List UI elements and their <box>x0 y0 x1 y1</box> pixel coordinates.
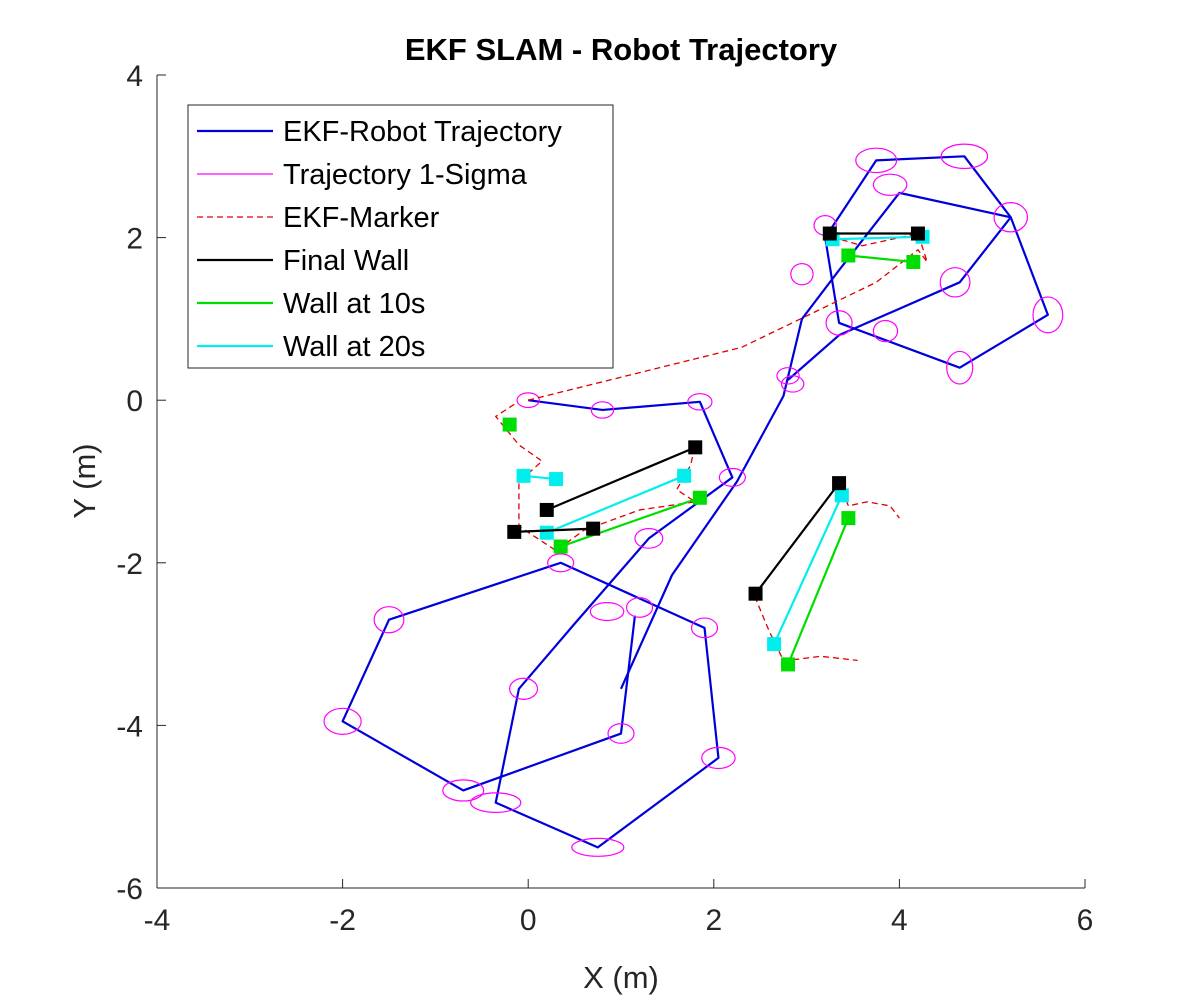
trajectory-1-sigma-ellipse <box>701 746 736 770</box>
chart-title: EKF SLAM - Robot Trajectory <box>405 32 838 67</box>
x-tick-label: -2 <box>329 904 356 937</box>
trajectory-1-sigma-ellipse <box>780 375 805 393</box>
final-wall-segment <box>754 482 840 595</box>
trajectory-1-sigma-ellipse <box>547 553 575 573</box>
final-wall-segment <box>546 446 696 511</box>
axes <box>156 75 1085 889</box>
wall-at-10s-endpoint-marker <box>781 657 796 672</box>
y-tick-label: 0 <box>126 385 143 418</box>
trajectory-1-sigma-ellipse <box>571 837 625 857</box>
trajectory-1-sigma-ellipse <box>516 392 540 409</box>
wall-at-10s-endpoint-marker <box>841 511 856 526</box>
wall-at-20s-segment <box>832 235 923 241</box>
wall-at-10s-endpoint-marker <box>906 254 921 269</box>
wall-at-10s-segment <box>787 517 850 665</box>
trajectory-1-sigma-ellipse <box>509 677 539 700</box>
trajectory-1-sigma-ellipse <box>776 367 800 385</box>
trajectory-1-sigma-ellipse <box>993 202 1029 233</box>
final-wall-endpoint-marker <box>748 586 763 601</box>
trajectory-1-sigma-ellipse <box>634 528 664 549</box>
ekf-marker-line <box>838 481 900 519</box>
final-wall-endpoint-marker <box>507 524 522 539</box>
final-wall-endpoint-marker <box>688 440 703 455</box>
trajectory-1-sigma-ellipse <box>607 723 635 744</box>
wall-at-10s-segment <box>848 254 914 264</box>
final-wall-endpoint-marker <box>539 502 554 517</box>
trajectory-1-sigma-ellipse <box>855 147 898 174</box>
wall-at-20s-endpoint-marker <box>539 525 554 540</box>
y-tick-label: -2 <box>116 548 143 581</box>
final-wall-endpoint-marker <box>832 476 847 491</box>
legend-label-ekf-marker: EKF-Marker <box>283 202 440 234</box>
trajectory-1-sigma-ellipse <box>470 792 522 813</box>
y-tick-label: 2 <box>126 223 143 256</box>
trajectory-1-sigma-ellipse <box>946 350 974 385</box>
legend-label-trajectory-1-sigma: Trajectory 1-Sigma <box>283 159 528 191</box>
trajectory-1-sigma-ellipse <box>589 602 625 622</box>
final-wall-endpoint-marker <box>586 521 601 536</box>
trajectory-1-sigma-ellipse <box>1032 296 1064 334</box>
trajectory-1-sigma-ellipse <box>323 707 362 735</box>
legend-box <box>187 104 614 369</box>
trajectory-1-sigma-ellipse <box>373 606 405 634</box>
trajectory-1-sigma-ellipse <box>872 173 908 196</box>
y-tick-label: -4 <box>116 710 143 743</box>
wall-at-20s-endpoint-marker <box>516 468 531 483</box>
ekf-robot-trajectory-line <box>619 155 1049 690</box>
trajectory-1-sigma-ellipse <box>718 467 746 487</box>
x-tick-label: 2 <box>705 904 722 937</box>
legend-label-wall-at-10s: Wall at 10s <box>283 288 425 320</box>
trajectory-1-sigma-ellipse <box>940 143 989 170</box>
trajectory-1-sigma-ellipse <box>790 263 814 286</box>
legend-label-ekf-robot-trajectory: EKF-Robot Trajectory <box>283 116 562 148</box>
trajectory-1-sigma-ellipse <box>442 779 485 802</box>
legend-label-final-wall: Final Wall <box>283 245 409 277</box>
trajectory-1-sigma-ellipse <box>872 319 899 343</box>
trajectory-1-sigma-ellipse <box>690 617 719 639</box>
wall-at-20s-endpoint-marker <box>677 468 692 483</box>
final-wall-endpoint-marker <box>910 226 925 241</box>
wall-at-10s-endpoint-marker <box>841 248 856 263</box>
trajectory-1-sigma-ellipse <box>687 393 713 411</box>
wall-at-20s-endpoint-marker <box>834 488 849 503</box>
final-wall-endpoint-marker <box>822 226 837 241</box>
wall-at-20s-segment <box>773 494 843 645</box>
trajectory-1-sigma-ellipse <box>590 401 615 419</box>
y-tick-label: 4 <box>126 60 143 93</box>
wall-at-10s-segment <box>560 496 701 548</box>
trajectory-1-sigma-ellipse <box>825 310 853 336</box>
x-tick-label: 0 <box>520 904 537 937</box>
final-wall-segment <box>514 527 594 534</box>
legend: EKF-Robot Trajectory Trajectory 1-Sigma EK… <box>187 104 614 369</box>
legend-label-wall-at-20s: Wall at 20s <box>283 331 425 363</box>
wall-at-20s-endpoint-marker <box>767 637 782 652</box>
wall-at-10s-endpoint-marker <box>692 490 707 505</box>
ekf-marker-line <box>528 229 928 401</box>
wall-at-20s-endpoint-marker <box>549 472 564 487</box>
y-tick-label: -6 <box>116 873 143 906</box>
wall-at-10s-endpoint-marker <box>553 539 568 554</box>
ekf-robot-trajectory-line <box>341 399 734 849</box>
wall-at-20s-segment <box>546 474 685 534</box>
y-axis-title: Y (m) <box>67 443 102 518</box>
trajectory-1-sigma-ellipse <box>939 267 971 298</box>
x-tick-label: -4 <box>144 904 171 937</box>
plot-area <box>323 143 1064 857</box>
wall-at-10s-point-marker <box>502 417 517 432</box>
x-axis-title: X (m) <box>583 960 659 995</box>
trajectory-1-sigma-ellipse <box>625 597 654 618</box>
x-tick-label: 4 <box>891 904 908 937</box>
x-tick-label: 6 <box>1077 904 1094 937</box>
